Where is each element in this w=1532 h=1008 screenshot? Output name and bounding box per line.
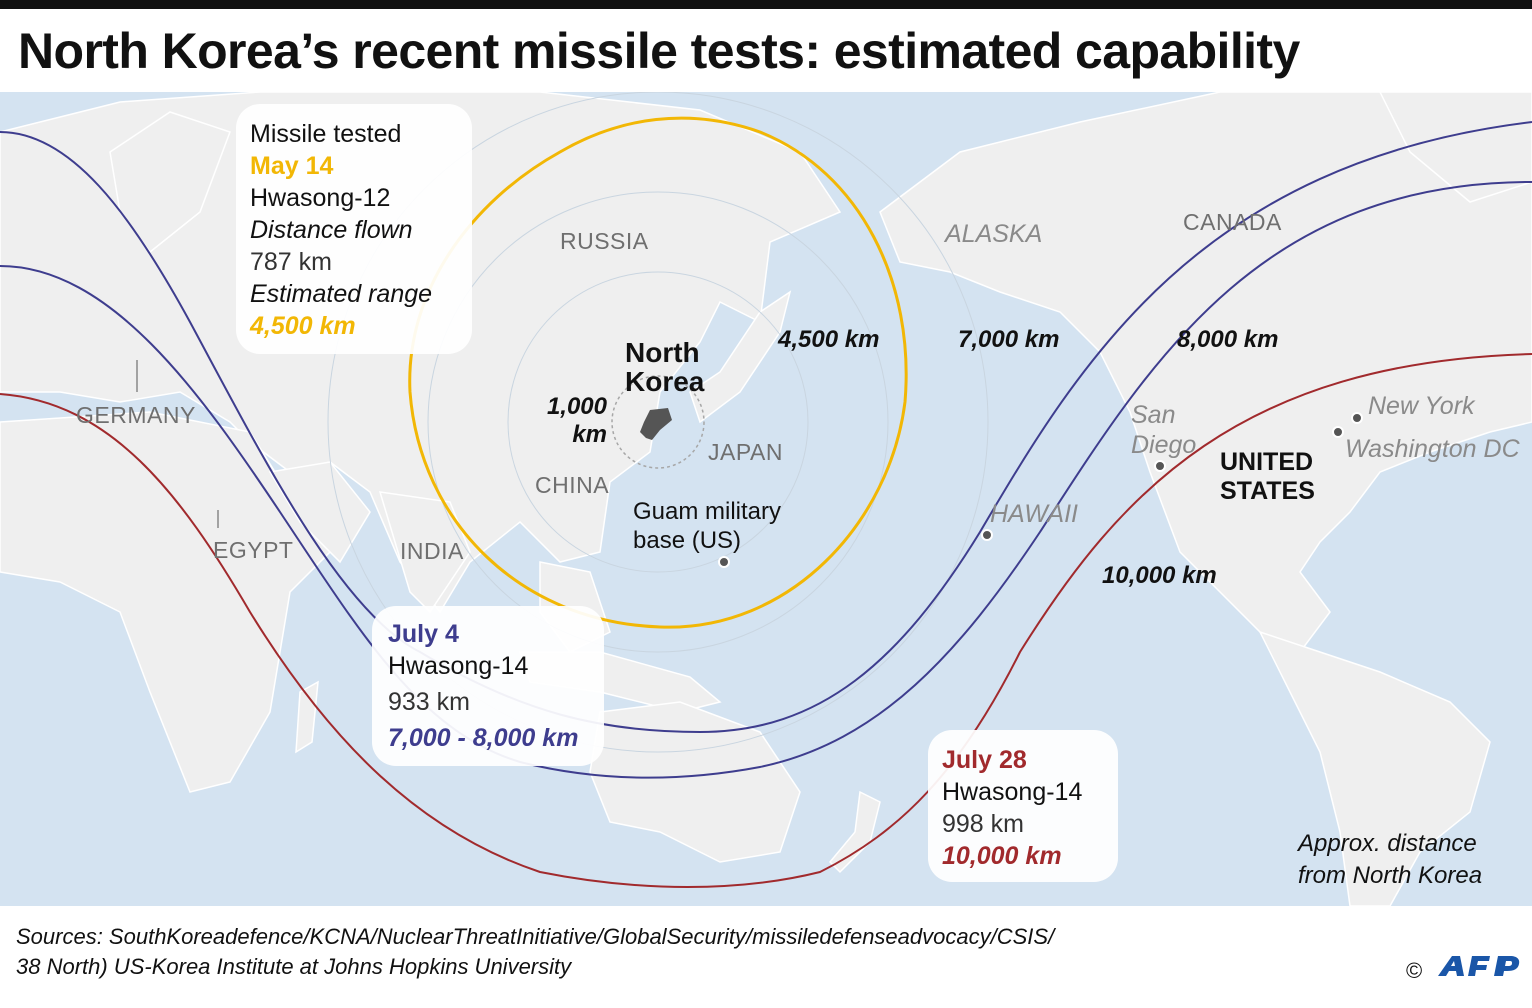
test-date: May 14 xyxy=(250,152,334,180)
guam-marker xyxy=(718,556,730,568)
label-germany: GERMANY xyxy=(76,402,196,428)
range-label: Estimated range xyxy=(250,280,433,308)
sources: Sources: SouthKoreadefence/KCNA/NuclearT… xyxy=(16,922,1054,982)
ring-7000-km xyxy=(0,121,1532,734)
footnote-line-2: from North Korea xyxy=(1298,862,1483,889)
page-title: North Korea’s recent missile tests: esti… xyxy=(18,23,1300,79)
washington-marker xyxy=(1332,426,1344,438)
distance-label: Distance flown xyxy=(250,216,413,244)
info-box-july-4: July 4 Hwasong-14 933 km 7,000 - 8,000 k… xyxy=(372,606,604,766)
ring-label-1000: 1,000 km xyxy=(546,393,607,448)
label-egypt: EGYPT xyxy=(213,537,294,563)
label-japan: JAPAN xyxy=(708,439,783,465)
japan-islands xyxy=(689,290,792,424)
label-san-diego: San Diego xyxy=(1131,401,1197,459)
estimated-range: 10,000 km xyxy=(942,842,1062,870)
san-diego-marker xyxy=(1154,460,1166,472)
test-date: July 4 xyxy=(388,620,459,648)
faint-distance-rings xyxy=(327,92,989,753)
box-heading: Missile tested xyxy=(250,120,402,148)
label-hawaii: HAWAII xyxy=(990,500,1078,528)
label-india: INDIA xyxy=(400,538,464,564)
missile-name: Hwasong-12 xyxy=(250,184,391,212)
label-canada: CANADA xyxy=(1183,209,1282,235)
new-york-marker xyxy=(1351,412,1363,424)
afp-logo-mark xyxy=(1438,956,1520,976)
info-box-july-28: July 28 Hwasong-14 998 km 10,000 km xyxy=(928,730,1118,882)
distance-flown: 787 km xyxy=(250,248,332,276)
ring-label-8000: 8,000 km xyxy=(1177,326,1279,353)
ring-8000-km xyxy=(0,181,1532,779)
test-date: July 28 xyxy=(942,746,1027,774)
hawaii-marker xyxy=(981,529,993,541)
sources-line-2: 38 North) US-Korea Institute at Johns Ho… xyxy=(16,954,572,979)
arabia xyxy=(268,461,371,564)
copyright-symbol: © xyxy=(1406,958,1423,983)
label-china: CHINA xyxy=(535,472,610,498)
label-new-york: New York xyxy=(1368,392,1475,420)
missile-name: Hwasong-14 xyxy=(388,652,529,680)
label-north-korea: North Korea xyxy=(625,337,705,397)
north-america xyxy=(879,92,1532,653)
new-zealand xyxy=(828,790,881,874)
afp-logo xyxy=(1438,956,1520,976)
africa xyxy=(0,411,331,793)
estimated-range: 4,500 km xyxy=(250,312,356,340)
label-washington: Washington DC xyxy=(1345,435,1520,463)
south-america xyxy=(1258,630,1491,906)
top-rule xyxy=(0,0,1532,9)
distance-flown: 933 km xyxy=(388,688,470,716)
ring-4500-km xyxy=(408,116,908,629)
madagascar xyxy=(295,680,319,754)
label-united-states: UNITED STATES xyxy=(1220,448,1315,505)
map-footnote: Approx. distance from North Korea xyxy=(1298,828,1482,892)
sources-line-1: Sources: SouthKoreadefence/KCNA/NuclearT… xyxy=(16,924,1055,949)
ring-label-10000: 10,000 km xyxy=(1102,562,1217,589)
ring-label-4500: 4,500 km xyxy=(778,326,880,353)
ring-10000-km xyxy=(0,353,1532,888)
australia xyxy=(589,701,801,863)
label-russia: RUSSIA xyxy=(560,228,649,254)
label-alaska: ALASKA xyxy=(945,220,1043,248)
ring-1000-km xyxy=(611,375,705,469)
label-guam: Guam military base (US) xyxy=(633,498,782,554)
north-korea-shape xyxy=(640,408,672,440)
distance-flown: 998 km xyxy=(942,810,1024,838)
missile-name: Hwasong-14 xyxy=(942,778,1083,806)
ring-label-7000: 7,000 km xyxy=(958,326,1060,353)
greenland xyxy=(1379,92,1532,203)
india xyxy=(378,491,471,614)
footnote-line-1: Approx. distance xyxy=(1298,830,1477,857)
info-box-may-14: Missile tested May 14 Hwasong-12 Distanc… xyxy=(236,104,472,354)
estimated-range: 7,000 - 8,000 km xyxy=(388,724,579,752)
